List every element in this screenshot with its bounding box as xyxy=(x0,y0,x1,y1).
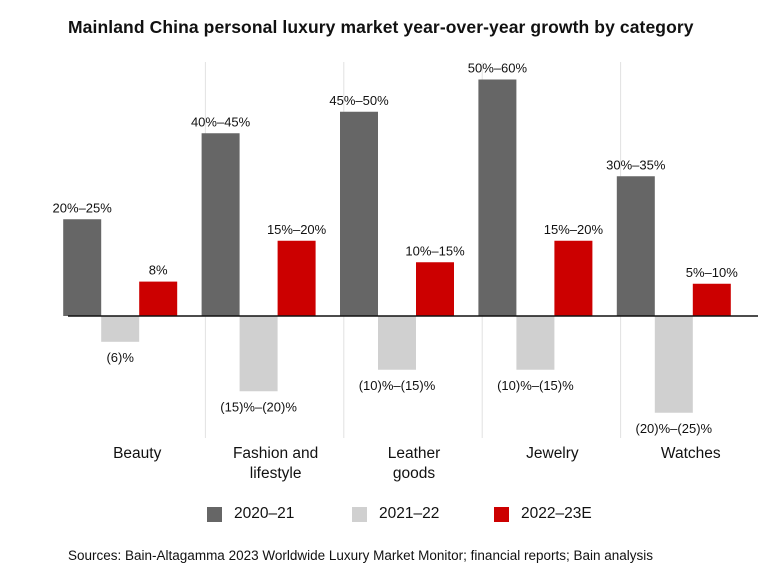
legend-swatch xyxy=(494,506,509,522)
category-label: lifestyle xyxy=(250,465,302,482)
category-label: goods xyxy=(393,465,435,482)
data-label: 45%–50% xyxy=(329,93,389,108)
data-label: (20)%–(25)% xyxy=(636,421,713,436)
data-label: 20%–25% xyxy=(53,200,113,215)
data-label: 50%–60% xyxy=(468,61,528,76)
source-note: Sources: Bain-Altagamma 2023 Worldwide L… xyxy=(68,548,654,563)
data-label: (10)%–(15)% xyxy=(359,378,436,393)
category-label: Beauty xyxy=(113,445,162,462)
category-label: Fashion and xyxy=(233,445,318,462)
bar-2020–21-4 xyxy=(616,176,655,316)
data-label: 8% xyxy=(149,263,168,278)
chart-title: Mainland China personal luxury market ye… xyxy=(68,17,694,37)
bar-2022–23E-2 xyxy=(416,262,454,316)
bar-2020–21-2 xyxy=(340,111,378,316)
bar-chart: 20%–25% (6)% 8% Beauty 40%–45% (15)%–(20)% 15%… xyxy=(53,61,758,482)
legend: 2020–21 2021–22 2022–23E xyxy=(0,505,782,531)
legend-label: 2020–21 xyxy=(234,505,295,522)
category-label: Jewelry xyxy=(526,445,579,462)
data-label: (6)% xyxy=(106,350,134,365)
bar-2020–21-1 xyxy=(201,133,240,316)
data-label: 15%–20% xyxy=(267,222,327,237)
bar-2021–22-1 xyxy=(239,316,278,392)
legend-item-2022–23E: 2022–23E xyxy=(494,505,592,523)
data-label: (10)%–(15)% xyxy=(497,378,574,393)
category-label: Leather xyxy=(388,445,441,462)
data-label: 10%–15% xyxy=(405,243,465,258)
data-label: 40%–45% xyxy=(191,114,251,129)
bar-2022–23E-3 xyxy=(554,240,593,316)
bar-2021–22-3 xyxy=(516,316,555,370)
legend-swatch xyxy=(352,506,367,522)
data-label: 5%–10% xyxy=(686,265,738,280)
data-label: (15)%–(20)% xyxy=(220,399,297,414)
legend-item-2020–21: 2020–21 xyxy=(207,505,294,523)
legend-swatch xyxy=(207,506,222,522)
data-label: 30%–35% xyxy=(606,157,666,172)
bar-2021–22-4 xyxy=(654,316,693,413)
bar-2020–21-3 xyxy=(478,79,517,316)
bar-2022–23E-0 xyxy=(139,281,178,316)
bar-2021–22-2 xyxy=(378,316,416,370)
data-label: 15%–20% xyxy=(544,222,604,237)
bar-2022–23E-4 xyxy=(692,283,731,316)
legend-label: 2022–23E xyxy=(521,505,592,522)
legend-label: 2021–22 xyxy=(379,505,440,522)
category-label: Watches xyxy=(661,445,721,462)
bar-2020–21-0 xyxy=(63,219,102,316)
bar-2021–22-0 xyxy=(101,316,140,342)
bar-2022–23E-1 xyxy=(277,240,316,316)
legend-item-2021–22: 2021–22 xyxy=(352,505,439,523)
